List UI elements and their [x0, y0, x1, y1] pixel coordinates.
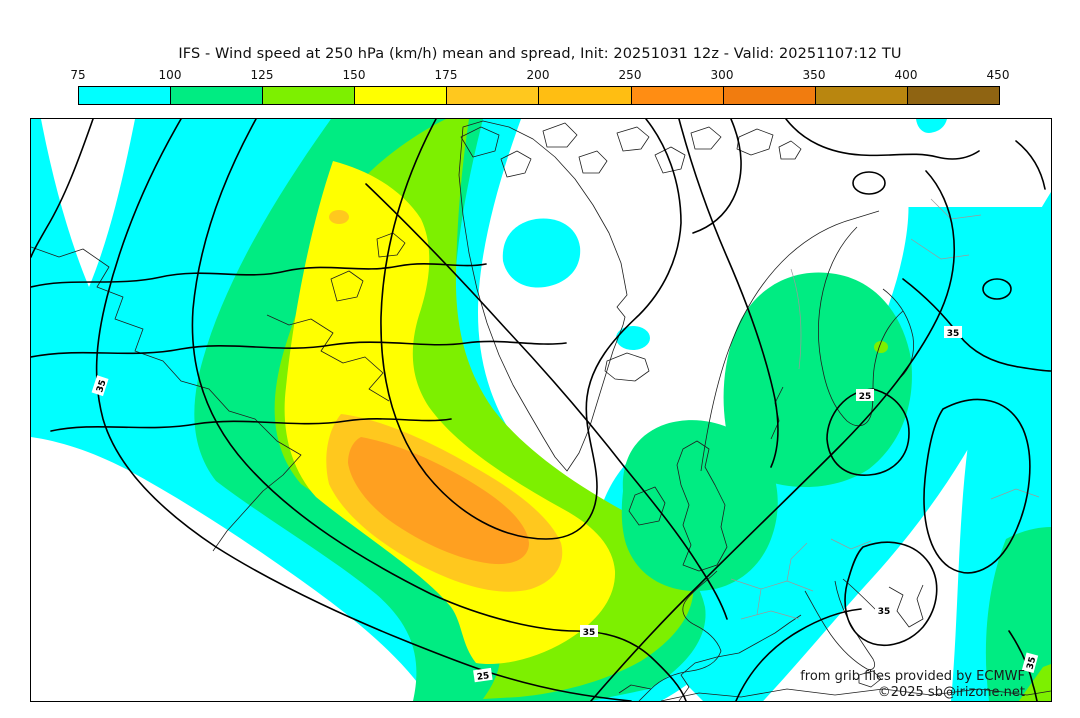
coast-arctic-islands	[460, 122, 722, 178]
fill-cyan-right-band	[638, 205, 1044, 701]
fill-chartreuse-corner	[1019, 664, 1051, 701]
coast-iceland	[604, 352, 650, 382]
fill-white-tl-wedge	[41, 119, 135, 287]
colorbar: 75 100 125 150 175 200 250 300 350 400 450	[70, 68, 1009, 106]
svg-text:35: 35	[1026, 656, 1039, 671]
coast-north-africa	[660, 688, 1051, 701]
coast-baltic	[818, 226, 904, 427]
coast-ireland	[628, 486, 666, 526]
svg-text:35: 35	[95, 379, 108, 394]
fill-green-scandinavia	[723, 272, 912, 488]
fill-green-british-isles	[621, 420, 778, 591]
contour-line	[692, 119, 742, 234]
colorbar-tick: 350	[802, 68, 826, 82]
coast-britain	[676, 440, 728, 572]
contour-greenland-loop	[380, 119, 682, 540]
colorbar-tick: 100	[158, 68, 182, 82]
fill-cyan-blob-small	[616, 326, 650, 350]
credits: from grib files provided by ECMWF ©2025 …	[800, 669, 1025, 700]
colorbar-tick: 125	[250, 68, 274, 82]
contour-line	[785, 119, 980, 160]
colorbar-segment	[538, 87, 631, 104]
map-panel: 35 25 35 25 35	[30, 118, 1052, 702]
contour-line	[735, 608, 862, 701]
fill-cyan-blob-greenland	[502, 218, 581, 288]
svg-text:25: 25	[859, 392, 872, 402]
colorbar-segment	[354, 87, 447, 104]
page-title: IFS - Wind speed at 250 hPa (km/h) mean …	[178, 46, 902, 62]
svg-text:35: 35	[878, 607, 891, 617]
contour-oval-east-europe	[923, 398, 1031, 574]
contour-boundary-long	[590, 170, 956, 701]
contour-label: 35	[580, 625, 598, 638]
colorbar-segments	[78, 86, 1000, 105]
colorbar-segment	[446, 87, 539, 104]
contour-label: 35	[1021, 652, 1039, 673]
colorbar-tick-labels: 75 100 125 150 175 200 250 300 350 400 450	[70, 68, 1009, 84]
coast-greenland	[458, 120, 628, 472]
svg-text:25: 25	[476, 671, 490, 683]
border-europe	[730, 538, 872, 620]
contour-small-oval	[982, 278, 1012, 300]
contour-label: 25	[856, 389, 874, 402]
contour-small-oval	[852, 171, 886, 195]
colorbar-segment	[722, 87, 815, 104]
colorbar-tick: 175	[434, 68, 458, 82]
fill-chartreuse-dot	[874, 341, 888, 353]
colorbar-segment	[170, 87, 263, 104]
colorbar-tick: 300	[710, 68, 734, 82]
contour-line	[31, 340, 567, 358]
wind-speed-map: 35 25 35 25 35	[31, 119, 1051, 701]
contour-line	[95, 119, 632, 701]
contour-closed-25	[826, 388, 910, 476]
contour-labels: 35 25 35 25 35	[91, 326, 1039, 683]
colorbar-segment	[814, 87, 907, 104]
fill-gold-spot	[329, 210, 349, 224]
colorbar-tick: 200	[526, 68, 550, 82]
contour-line	[31, 263, 487, 288]
contour-label: 35	[875, 604, 893, 617]
contour-label: 25	[473, 667, 493, 683]
contour-loop-greece	[844, 541, 938, 647]
contour-line	[191, 119, 687, 701]
contour-line	[902, 278, 1051, 372]
contour-line	[365, 183, 728, 620]
colorbar-tick: 250	[618, 68, 642, 82]
fill-cyan-patch-top	[916, 119, 947, 133]
colorbar-tick: 450	[986, 68, 1010, 82]
coast-scandinavia	[700, 210, 880, 472]
coast-gulf-islands	[330, 232, 406, 302]
contour-line	[678, 119, 779, 468]
coast-svalbard	[736, 128, 802, 160]
contour-line	[1008, 630, 1038, 701]
coast-canada	[31, 246, 302, 552]
coast-greece	[888, 584, 924, 628]
contour-label: 35	[944, 326, 962, 339]
contour-line	[1015, 140, 1046, 190]
coast-france-iberia	[618, 570, 722, 701]
coast-mediterranean	[678, 614, 802, 701]
colorbar-tick: 75	[70, 68, 86, 82]
credit-copyright: ©2025 sb@irizone.net	[877, 685, 1025, 700]
colorbar-segment	[630, 87, 723, 104]
svg-text:35: 35	[947, 329, 960, 339]
contour-label: 35	[91, 375, 109, 397]
contour-line	[31, 119, 94, 258]
coast-st-lawrence	[266, 314, 390, 402]
credit-source: from grib files provided by ECMWF	[800, 669, 1025, 684]
colorbar-segment	[906, 87, 999, 104]
svg-text:35: 35	[583, 628, 596, 638]
colorbar-tick: 150	[342, 68, 366, 82]
fill-orange-core	[348, 437, 529, 565]
colorbar-tick: 400	[894, 68, 918, 82]
colorbar-segment	[262, 87, 355, 104]
colorbar-segment	[79, 87, 171, 104]
spread-contours	[31, 119, 1051, 701]
